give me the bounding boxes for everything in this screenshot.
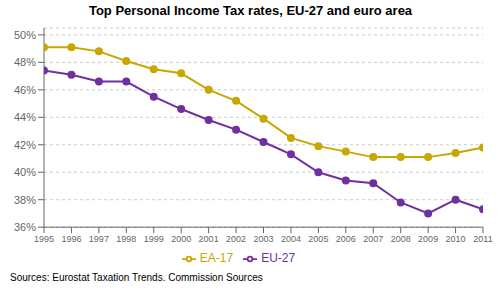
html-text:Top Personal Income Tax rates,: Top Personal Income Tax rates, EU-27 and… [88,3,413,18]
svg-text:2002: 2002 [226,234,246,244]
svg-text:50%: 50% [14,29,36,41]
svg-text:1995: 1995 [34,234,54,244]
svg-text:2001: 2001 [199,234,219,244]
svg-text:1997: 1997 [89,234,109,244]
svg-text:46%: 46% [14,84,36,96]
svg-text:2007: 2007 [363,234,383,244]
html-text:Sources: Eurostat Taxation Tre: Sources: Eurostat Taxation Trends. Commi… [10,272,263,283]
svg-text:2011: 2011 [473,234,492,244]
svg-text:38%: 38% [14,194,36,206]
svg-text:42%: 42% [14,139,36,151]
svg-text:2009: 2009 [418,234,438,244]
html-text:EA-17: EA-17 [199,251,234,266]
svg-text:2004: 2004 [281,234,301,244]
svg-text:48%: 48% [14,56,36,68]
svg-text:1996: 1996 [61,234,81,244]
svg-text:2006: 2006 [336,234,356,244]
svg-text:44%: 44% [14,111,36,123]
svg-text:2000: 2000 [171,234,191,244]
svg-text:36%: 36% [14,221,36,233]
svg-text:40%: 40% [14,166,36,178]
svg-text:2005: 2005 [308,234,328,244]
svg-text:1999: 1999 [144,234,164,244]
svg-text:2010: 2010 [446,234,466,244]
html-text:EU-27: EU-27 [261,251,296,266]
svg-text:1998: 1998 [116,234,136,244]
svg-text:2008: 2008 [391,234,411,244]
svg-text:2003: 2003 [253,234,273,244]
